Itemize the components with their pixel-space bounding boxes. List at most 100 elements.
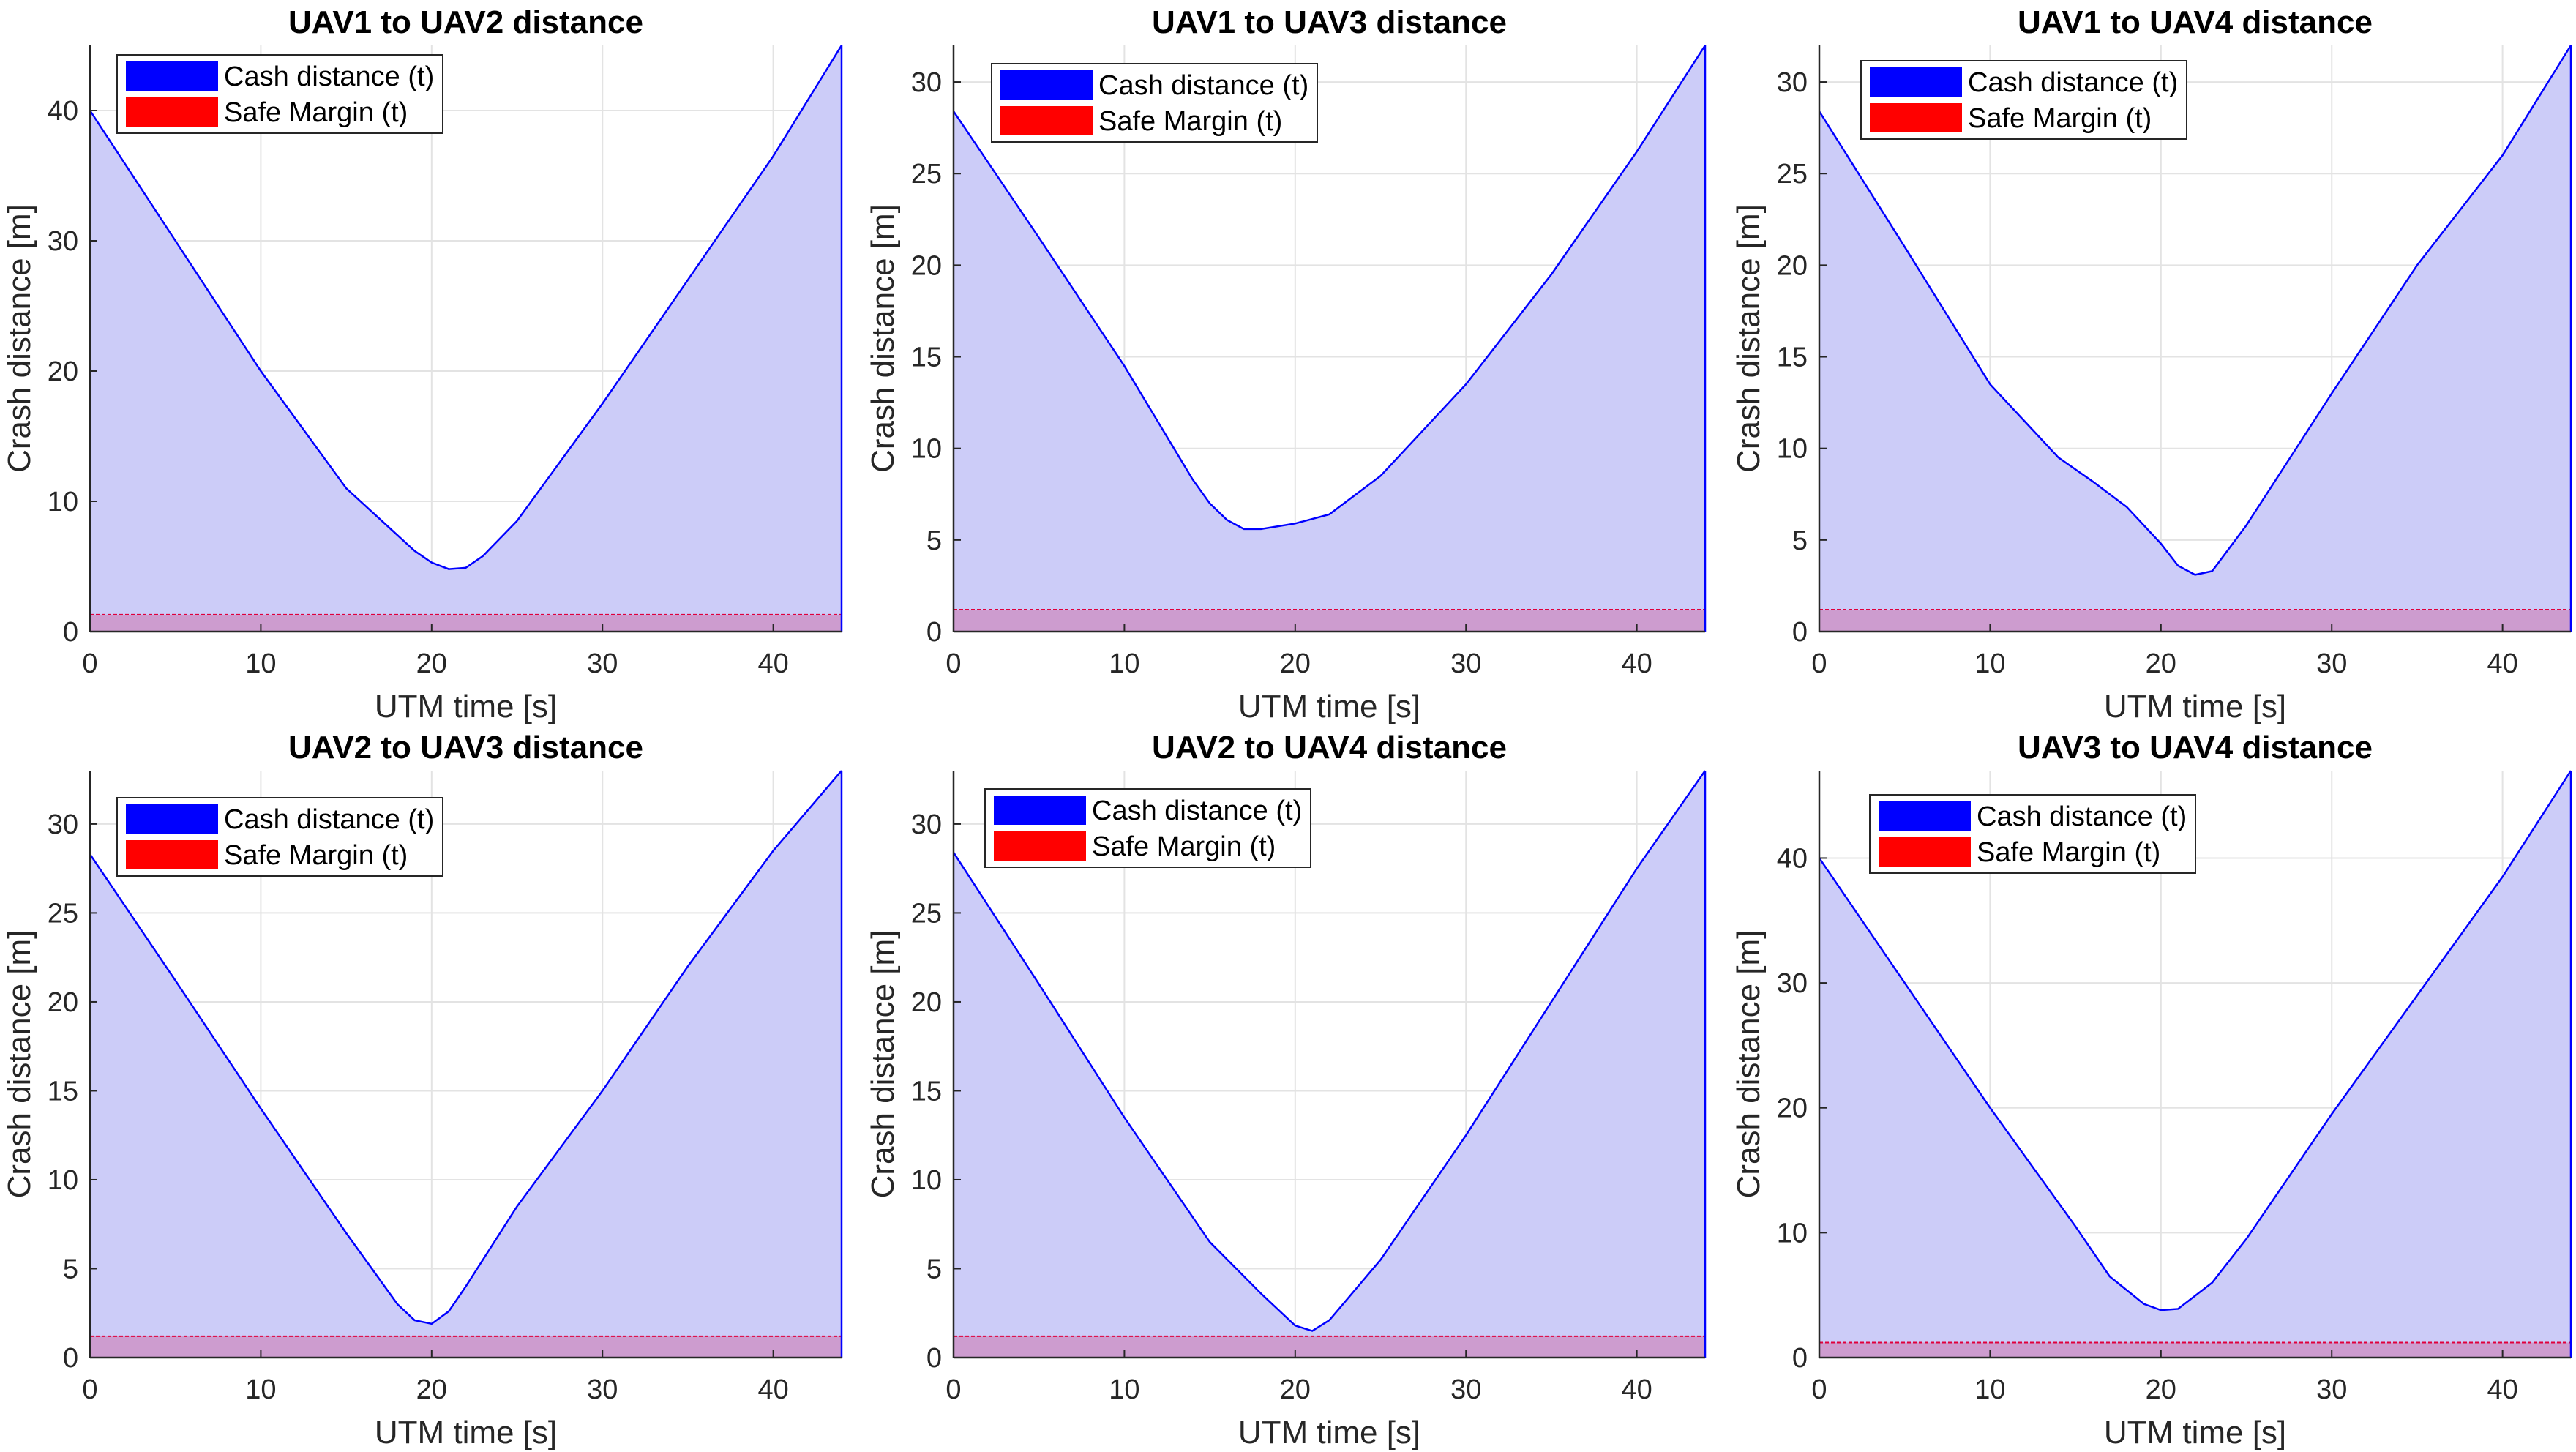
legend-label-cash: Cash distance (t): [224, 804, 434, 835]
y-tick-label: 0: [1792, 1343, 1808, 1374]
y-tick-label: 5: [63, 1254, 78, 1284]
x-tick-label: 20: [2146, 1374, 2176, 1405]
y-tick-label: 10: [1777, 1218, 1808, 1249]
x-tick-label: 30: [2316, 1374, 2347, 1405]
x-tick-label: 30: [2316, 648, 2347, 679]
x-axis-label: UTM time [s]: [375, 1415, 557, 1451]
y-tick-label: 30: [48, 809, 78, 840]
y-axis-label: Crash distance [m]: [1731, 930, 1767, 1199]
subplot-2: 0 10 20 30 40 0 5 10 15 20 25 30 UAV1 to UAV3 distan…: [865, 4, 1707, 725]
y-tick-label: 20: [911, 987, 942, 1018]
y-tick-label: 30: [911, 809, 942, 840]
x-tick-label: 20: [1280, 1374, 1311, 1405]
safe-margin-area: [90, 614, 842, 632]
legend-swatch-margin: [994, 831, 1086, 861]
y-tick-label: 0: [63, 1343, 78, 1374]
y-tick-label: 30: [911, 67, 942, 98]
subplot-5: 0 10 20 30 40 0 5 10 15 20 25 30 UAV2 to UAV4 distan…: [865, 730, 1707, 1451]
x-tick-label: 20: [2146, 648, 2176, 679]
legend-label-cash: Cash distance (t): [1977, 801, 2187, 832]
x-axis-label: UTM time [s]: [1238, 1415, 1420, 1451]
y-tick-label: 30: [48, 226, 78, 257]
x-tick-label: 20: [416, 1374, 447, 1405]
legend-swatch-margin: [1879, 837, 1971, 867]
y-tick-label: 5: [926, 525, 942, 556]
x-tick-label: 0: [82, 1374, 97, 1405]
safe-margin-area: [1819, 609, 2571, 632]
y-axis-label: Crash distance [m]: [1, 204, 37, 473]
legend-swatch-margin: [126, 840, 218, 869]
x-tick-label: 20: [416, 648, 447, 679]
legend-label-cash: Cash distance (t): [1098, 70, 1308, 101]
legend-swatch-margin: [1870, 103, 1962, 132]
subplot-6: 0 10 20 30 40 0 10 20 30 40 UAV3 to UAV4 distance U…: [1731, 730, 2572, 1451]
x-tick-label: 40: [2487, 648, 2517, 679]
subplot-3: 0 10 20 30 40 0 5 10 15 20 25 30 UAV1 to UAV4 distan…: [1731, 4, 2572, 725]
legend-label-margin: Safe Margin (t): [1977, 837, 2160, 868]
safe-margin-area: [954, 1336, 1705, 1358]
legend: Cash distance (t) Safe Margin (t): [991, 63, 1318, 143]
y-tick-label: 20: [1777, 250, 1808, 281]
chart-title: UAV1 to UAV4 distance: [2018, 4, 2373, 40]
legend-label-margin: Safe Margin (t): [224, 97, 408, 128]
legend: Cash distance (t) Safe Margin (t): [1869, 794, 2196, 874]
chart-title: UAV1 to UAV2 distance: [288, 4, 643, 40]
x-tick-label: 20: [1280, 648, 1311, 679]
legend-label-margin: Safe Margin (t): [1092, 831, 1276, 862]
legend-label-cash: Cash distance (t): [224, 61, 434, 92]
y-tick-label: 25: [48, 898, 78, 929]
legend-label-margin: Safe Margin (t): [1098, 106, 1282, 137]
chart-title: UAV3 to UAV4 distance: [2018, 730, 2373, 766]
y-tick-label: 15: [1777, 343, 1808, 373]
cash-distance-area: [954, 771, 1705, 1358]
x-tick-label: 40: [1621, 648, 1652, 679]
legend-swatch-margin: [126, 97, 218, 127]
cash-distance-line: [89, 45, 843, 570]
x-axis-label: UTM time [s]: [2104, 1415, 2286, 1451]
chart-title: UAV1 to UAV3 distance: [1152, 4, 1507, 40]
x-tick-label: 40: [757, 1374, 788, 1405]
y-tick-label: 30: [1777, 67, 1808, 98]
legend: Cash distance (t) Safe Margin (t): [984, 788, 1311, 868]
y-tick-label: 0: [1792, 617, 1808, 648]
y-tick-label: 0: [926, 1343, 942, 1374]
y-axis-label: Crash distance [m]: [865, 930, 901, 1199]
legend-label-margin: Safe Margin (t): [1968, 103, 2152, 134]
x-tick-label: 10: [245, 648, 276, 679]
cash-distance-area: [1819, 771, 2571, 1358]
chart-title: UAV2 to UAV4 distance: [1152, 730, 1507, 766]
cash-distance-area: [954, 45, 1705, 632]
cash-distance-line: [952, 45, 1707, 531]
x-tick-label: 10: [1109, 648, 1139, 679]
x-tick-label: 40: [2487, 1374, 2517, 1405]
x-tick-label: 10: [1974, 648, 2005, 679]
y-tick-label: 10: [911, 434, 942, 465]
y-tick-label: 10: [48, 1165, 78, 1196]
cash-distance-line: [1818, 770, 2572, 1311]
x-tick-label: 30: [587, 1374, 618, 1405]
y-tick-label: 15: [911, 343, 942, 373]
y-tick-label: 10: [48, 487, 78, 517]
safe-margin-area: [954, 609, 1705, 632]
legend-label-cash: Cash distance (t): [1092, 796, 1302, 826]
chart-title: UAV2 to UAV3 distance: [288, 730, 643, 766]
subplot-4: 0 10 20 30 40 0 5 10 15 20 25 30 UAV2 to UAV3 distan…: [1, 730, 843, 1451]
x-axis-label: UTM time [s]: [375, 689, 557, 725]
y-axis-label: Crash distance [m]: [1, 930, 37, 1199]
y-tick-label: 0: [63, 617, 78, 648]
x-tick-label: 0: [946, 1374, 961, 1405]
x-axis-label: UTM time [s]: [1238, 689, 1420, 725]
safe-margin-area: [1819, 1342, 2571, 1358]
cash-distance-line: [1818, 45, 2572, 576]
y-tick-label: 5: [1792, 525, 1808, 556]
x-tick-label: 10: [1109, 1374, 1139, 1405]
y-axis-label: Crash distance [m]: [1731, 204, 1767, 473]
y-tick-label: 30: [1777, 968, 1808, 999]
x-tick-label: 40: [1621, 1374, 1652, 1405]
x-tick-label: 30: [1450, 1374, 1481, 1405]
x-axis-label: UTM time [s]: [2104, 689, 2286, 725]
y-tick-label: 15: [911, 1076, 942, 1107]
y-tick-label: 40: [1777, 843, 1808, 874]
y-tick-label: 0: [926, 617, 942, 648]
